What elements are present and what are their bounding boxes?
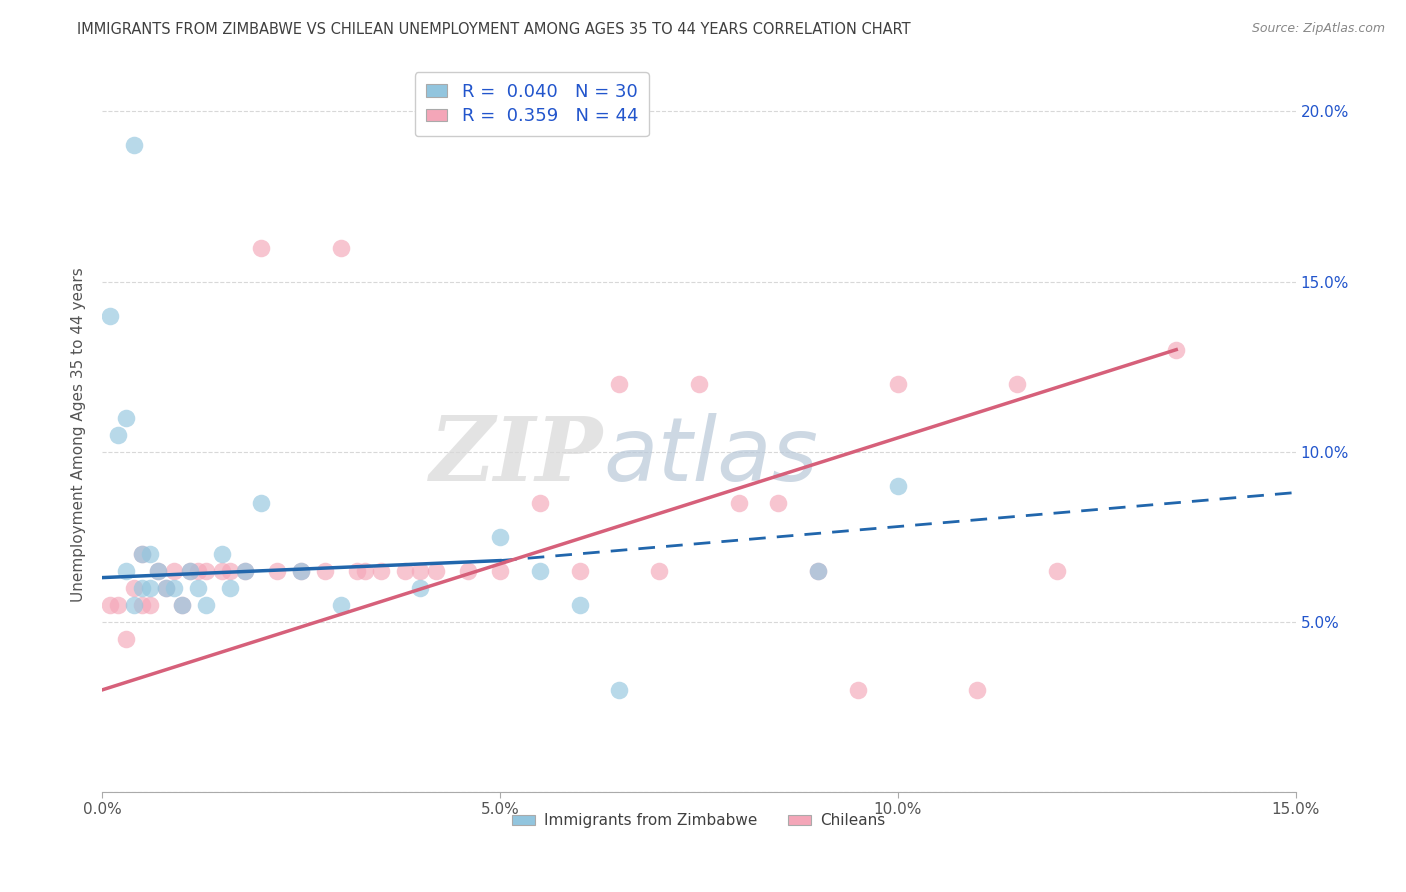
Point: [235, 564, 257, 578]
Text: ZIP: ZIP: [430, 413, 603, 500]
Point: [122, 598, 145, 612]
Point: [139, 547, 162, 561]
Point: [409, 564, 432, 578]
Point: [131, 598, 153, 612]
Point: [131, 581, 153, 595]
Point: [807, 564, 830, 578]
Point: [768, 496, 790, 510]
Point: [425, 564, 447, 578]
Point: [529, 564, 551, 578]
Point: [1005, 376, 1028, 391]
Point: [329, 241, 352, 255]
Point: [266, 564, 288, 578]
Point: [529, 496, 551, 510]
Point: [115, 632, 138, 646]
Point: [568, 564, 591, 578]
Legend: Immigrants from Zimbabwe, Chileans: Immigrants from Zimbabwe, Chileans: [506, 807, 891, 834]
Point: [146, 564, 169, 578]
Point: [194, 564, 217, 578]
Text: Source: ZipAtlas.com: Source: ZipAtlas.com: [1251, 22, 1385, 36]
Point: [688, 376, 710, 391]
Point: [115, 564, 138, 578]
Text: IMMIGRANTS FROM ZIMBABWE VS CHILEAN UNEMPLOYMENT AMONG AGES 35 TO 44 YEARS CORRE: IMMIGRANTS FROM ZIMBABWE VS CHILEAN UNEM…: [77, 22, 911, 37]
Point: [218, 564, 240, 578]
Point: [648, 564, 671, 578]
Point: [218, 581, 240, 595]
Point: [887, 376, 910, 391]
Point: [807, 564, 830, 578]
Point: [139, 581, 162, 595]
Point: [353, 564, 375, 578]
Point: [139, 598, 162, 612]
Point: [370, 564, 392, 578]
Point: [966, 682, 988, 697]
Point: [187, 564, 209, 578]
Point: [211, 547, 233, 561]
Point: [314, 564, 336, 578]
Point: [155, 581, 177, 595]
Point: [131, 547, 153, 561]
Point: [568, 598, 591, 612]
Point: [727, 496, 749, 510]
Point: [394, 564, 416, 578]
Point: [409, 581, 432, 595]
Point: [235, 564, 257, 578]
Point: [122, 581, 145, 595]
Point: [163, 564, 186, 578]
Point: [179, 564, 201, 578]
Point: [846, 682, 869, 697]
Point: [489, 530, 512, 544]
Point: [122, 138, 145, 153]
Point: [457, 564, 479, 578]
Point: [170, 598, 193, 612]
Y-axis label: Unemployment Among Ages 35 to 44 years: Unemployment Among Ages 35 to 44 years: [72, 268, 86, 602]
Point: [290, 564, 312, 578]
Point: [329, 598, 352, 612]
Point: [98, 598, 121, 612]
Point: [1046, 564, 1069, 578]
Point: [1166, 343, 1188, 357]
Point: [211, 564, 233, 578]
Point: [155, 581, 177, 595]
Point: [607, 376, 630, 391]
Point: [346, 564, 368, 578]
Point: [194, 598, 217, 612]
Point: [250, 241, 273, 255]
Point: [98, 309, 121, 323]
Point: [107, 598, 129, 612]
Point: [170, 598, 193, 612]
Point: [250, 496, 273, 510]
Point: [115, 410, 138, 425]
Point: [179, 564, 201, 578]
Point: [131, 547, 153, 561]
Text: atlas: atlas: [603, 413, 818, 500]
Point: [887, 479, 910, 493]
Point: [107, 427, 129, 442]
Point: [290, 564, 312, 578]
Point: [187, 581, 209, 595]
Point: [489, 564, 512, 578]
Point: [163, 581, 186, 595]
Point: [607, 682, 630, 697]
Point: [146, 564, 169, 578]
